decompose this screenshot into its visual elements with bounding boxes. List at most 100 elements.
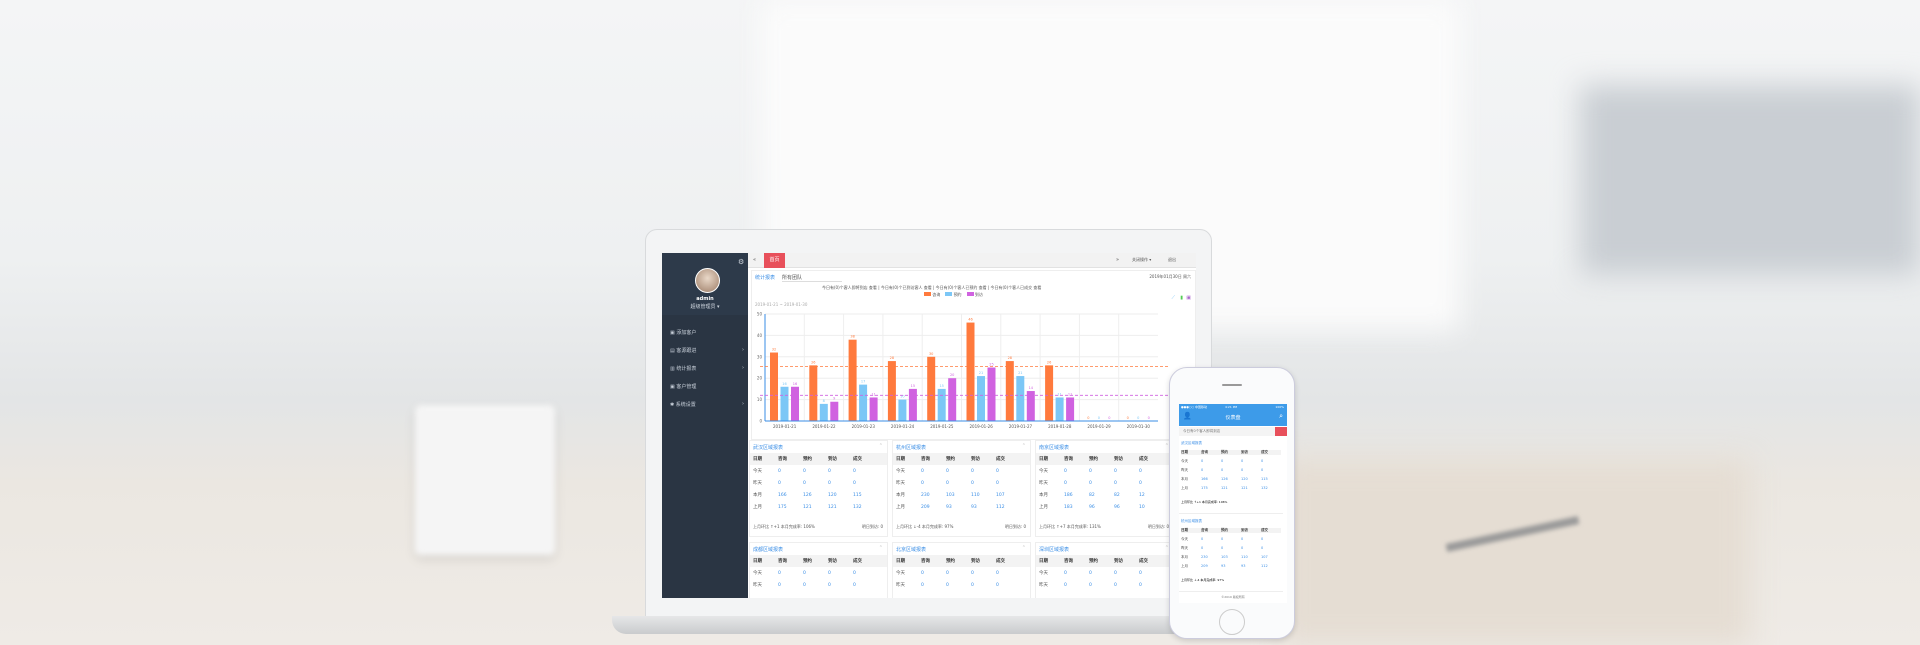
table-cell[interactable]: 120 bbox=[828, 492, 837, 498]
collapse-icon[interactable]: ⌃ bbox=[1021, 545, 1026, 551]
table-cell[interactable]: 0 bbox=[828, 468, 831, 474]
team-select[interactable]: 所有团队 bbox=[782, 274, 842, 282]
table-cell[interactable]: 93 bbox=[946, 504, 952, 510]
table-cell[interactable]: 0 bbox=[921, 570, 924, 576]
table-cell[interactable]: 107 bbox=[996, 492, 1005, 498]
bar[interactable] bbox=[887, 361, 896, 421]
table-cell[interactable]: 0 bbox=[921, 480, 924, 486]
table-cell[interactable]: 121 bbox=[803, 504, 812, 510]
legend-item[interactable]: 咨询 bbox=[924, 292, 940, 298]
tab-home[interactable]: 首页 bbox=[764, 253, 785, 268]
table-cell[interactable]: 0 bbox=[1114, 570, 1117, 576]
table-cell[interactable]: 166 bbox=[778, 492, 787, 498]
save-image-icon[interactable]: ▣ bbox=[1186, 295, 1191, 301]
table-cell[interactable]: 209 bbox=[921, 504, 930, 510]
table-cell[interactable]: 0 bbox=[1064, 582, 1067, 588]
table-cell[interactable]: 0 bbox=[853, 582, 856, 588]
table-cell[interactable]: 0 bbox=[853, 468, 856, 474]
sidebar-item-0[interactable]: ▣ 添加客户 bbox=[670, 330, 697, 336]
table-cell[interactable]: 0 bbox=[971, 480, 974, 486]
table-cell[interactable]: 126 bbox=[803, 492, 812, 498]
table-cell[interactable]: 0 bbox=[946, 570, 949, 576]
table-cell[interactable]: 93 bbox=[971, 504, 977, 510]
collapse-icon[interactable]: ⌃ bbox=[878, 443, 883, 449]
bar[interactable] bbox=[1016, 376, 1025, 421]
table-cell[interactable]: 0 bbox=[1064, 480, 1067, 486]
table-cell[interactable]: 0 bbox=[853, 570, 856, 576]
table-cell[interactable]: 0 bbox=[803, 480, 806, 486]
table-cell[interactable]: 0 bbox=[946, 582, 949, 588]
bar[interactable] bbox=[927, 356, 936, 421]
table-cell[interactable]: 132 bbox=[853, 504, 862, 510]
bar[interactable] bbox=[848, 339, 857, 421]
back-icon[interactable]: « bbox=[753, 257, 757, 263]
table-cell[interactable]: 230 bbox=[921, 492, 930, 498]
table-cell[interactable]: 0 bbox=[803, 582, 806, 588]
bar[interactable] bbox=[1005, 361, 1014, 421]
bar[interactable] bbox=[1026, 391, 1035, 421]
home-button[interactable] bbox=[1219, 609, 1245, 635]
close-ops-button[interactable]: 关闭操作 ▾ bbox=[1132, 257, 1152, 262]
sidebar-item-2[interactable]: ▥ 统计报表 › bbox=[670, 365, 744, 372]
table-cell[interactable]: 0 bbox=[971, 582, 974, 588]
table-cell[interactable]: 0 bbox=[778, 582, 781, 588]
sidebar-item-1[interactable]: ▤ 客源跟进 › bbox=[670, 347, 744, 354]
bar[interactable] bbox=[937, 388, 946, 421]
table-cell[interactable]: 0 bbox=[996, 468, 999, 474]
table-cell[interactable]: 12 bbox=[1139, 492, 1145, 498]
table-cell[interactable]: 0 bbox=[1139, 468, 1142, 474]
table-cell[interactable]: 0 bbox=[1139, 480, 1142, 486]
logout-button[interactable]: 退出 bbox=[1168, 257, 1176, 262]
collapse-icon[interactable]: ⌃ bbox=[1164, 545, 1169, 551]
legend-item[interactable]: 到访 bbox=[966, 292, 983, 298]
user-role[interactable]: 超级管理员 ▾ bbox=[690, 304, 720, 310]
table-cell[interactable]: 0 bbox=[803, 468, 806, 474]
table-cell[interactable]: 0 bbox=[778, 468, 781, 474]
table-cell[interactable]: 0 bbox=[1114, 480, 1117, 486]
legend-item[interactable]: 预约 bbox=[945, 292, 962, 298]
table-cell[interactable]: 96 bbox=[1114, 504, 1120, 510]
bar[interactable] bbox=[948, 378, 957, 421]
bar[interactable] bbox=[908, 388, 917, 421]
table-cell[interactable]: 0 bbox=[1089, 570, 1092, 576]
table-cell[interactable]: 0 bbox=[1089, 480, 1092, 486]
bar[interactable] bbox=[987, 367, 996, 422]
table-cell[interactable]: 96 bbox=[1089, 504, 1095, 510]
search-icon[interactable]: ⌕ bbox=[1279, 412, 1283, 420]
table-cell[interactable]: 82 bbox=[1089, 492, 1095, 498]
bar[interactable] bbox=[977, 376, 985, 421]
forward-icon[interactable]: » bbox=[1116, 257, 1120, 263]
table-cell[interactable]: 0 bbox=[996, 570, 999, 576]
profile-icon[interactable]: 👤 bbox=[1183, 412, 1192, 420]
table-cell[interactable]: 0 bbox=[996, 582, 999, 588]
avatar[interactable] bbox=[695, 268, 720, 293]
settings-icon[interactable]: ⚙ bbox=[738, 258, 745, 266]
bar[interactable] bbox=[966, 322, 975, 421]
bar[interactable] bbox=[780, 386, 789, 421]
table-cell[interactable]: 0 bbox=[1064, 570, 1067, 576]
table-cell[interactable]: 121 bbox=[828, 504, 837, 510]
close-notice-button[interactable] bbox=[1275, 427, 1287, 436]
bar[interactable] bbox=[791, 386, 799, 421]
table-cell[interactable]: 175 bbox=[778, 504, 787, 510]
table-cell[interactable]: 0 bbox=[1064, 468, 1067, 474]
bar[interactable] bbox=[869, 397, 878, 421]
collapse-icon[interactable]: ⌃ bbox=[878, 545, 883, 551]
table-cell[interactable]: 0 bbox=[828, 480, 831, 486]
table-cell[interactable]: 183 bbox=[1064, 504, 1073, 510]
bar[interactable] bbox=[830, 401, 839, 421]
bar[interactable] bbox=[859, 384, 868, 421]
collapse-icon[interactable]: ⌃ bbox=[1021, 443, 1026, 449]
table-cell[interactable]: 115 bbox=[853, 492, 862, 498]
table-cell[interactable]: 0 bbox=[1114, 468, 1117, 474]
table-cell[interactable]: 0 bbox=[946, 468, 949, 474]
table-cell[interactable]: 0 bbox=[996, 480, 999, 486]
table-cell[interactable]: 186 bbox=[1064, 492, 1073, 498]
bar[interactable] bbox=[1066, 397, 1075, 421]
bar[interactable] bbox=[819, 403, 828, 421]
bar[interactable] bbox=[1055, 397, 1064, 421]
bar[interactable] bbox=[809, 365, 818, 421]
table-cell[interactable]: 0 bbox=[921, 468, 924, 474]
table-cell[interactable]: 0 bbox=[778, 480, 781, 486]
table-cell[interactable]: 0 bbox=[803, 570, 806, 576]
